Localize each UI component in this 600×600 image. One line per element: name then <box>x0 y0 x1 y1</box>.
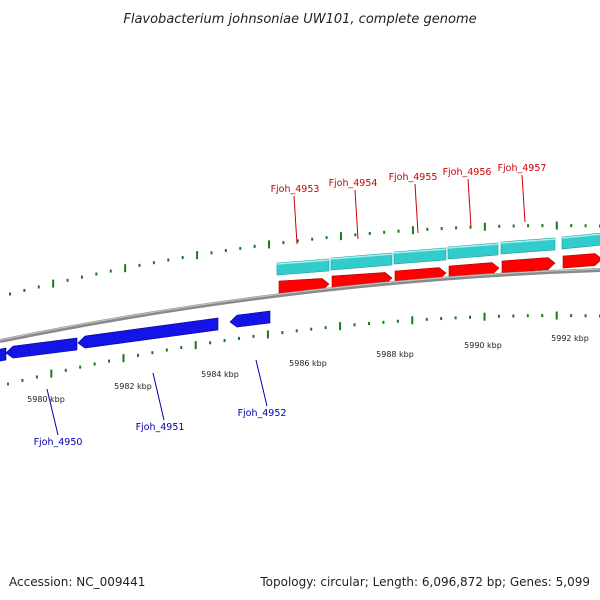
gene-label: Fjoh_4952 <box>238 408 287 419</box>
scale-label: 5988 kbp <box>376 350 414 359</box>
scale-label: 5984 kbp <box>201 370 239 379</box>
scale-label: 5992 kbp <box>551 334 589 343</box>
gene-label: Fjoh_4955 <box>389 172 438 183</box>
lower-tick-row <box>7 311 600 386</box>
scale-label: 5990 kbp <box>464 341 502 350</box>
gene-track-reverse <box>0 310 271 362</box>
genome-backbone <box>0 268 600 343</box>
label-leader-line <box>255 359 268 407</box>
gene-arrow-reverse <box>229 310 271 328</box>
gene-arrow-forward <box>562 253 600 269</box>
gene-label: Fjoh_4956 <box>443 167 492 178</box>
genome-summary-text: Topology: circular; Length: 6,096,872 bp… <box>259 575 590 589</box>
cds-block-highlight <box>330 253 393 260</box>
scale-label: 5986 kbp <box>289 359 327 368</box>
gene-arrow-reverse <box>5 337 78 359</box>
gene-arrow-forward <box>501 257 556 274</box>
gene-label: Fjoh_4953 <box>271 184 320 195</box>
map-title: Flavobacterium johnsoniae UW101, complet… <box>123 12 476 27</box>
gene-label: Fjoh_4954 <box>329 178 378 189</box>
accession-text: Accession: NC_009441 <box>9 575 145 589</box>
cds-block-highlight <box>500 238 556 244</box>
upper-tick-row <box>9 221 600 296</box>
label-leader-line <box>46 388 59 436</box>
bottom-gene-labels: Fjoh_4950 Fjoh_4951 Fjoh_4952 <box>34 359 287 448</box>
gene-label: Fjoh_4951 <box>136 422 185 433</box>
cds-block-highlight <box>393 248 447 254</box>
gene-arrow-reverse <box>0 347 7 362</box>
label-leader-line <box>152 372 165 421</box>
genome-backbone-highlight <box>0 268 600 341</box>
label-leader-line <box>354 189 359 240</box>
scale-label: 5980 kbp <box>27 395 65 404</box>
cds-track <box>276 232 600 276</box>
label-leader-line <box>293 195 298 245</box>
gene-label: Fjoh_4950 <box>34 437 83 448</box>
cds-block <box>330 252 393 271</box>
gene-arrow-reverse <box>77 317 219 349</box>
gene-track-forward <box>278 253 600 294</box>
label-leader-line <box>521 174 526 223</box>
cds-block-highlight <box>276 259 330 265</box>
cds-block-highlight <box>561 233 600 239</box>
top-gene-labels: Fjoh_4953 Fjoh_4954 Fjoh_4955 Fjoh_4956 Fjoh… <box>271 163 547 245</box>
gene-label: Fjoh_4957 <box>498 163 547 174</box>
label-leader-line <box>467 178 472 228</box>
scale-label: 5982 kbp <box>114 382 152 391</box>
cds-block-highlight <box>447 243 499 249</box>
label-leader-line <box>414 183 419 234</box>
kbp-scale: 5980 kbp 5982 kbp 5984 kbp 5986 kbp 5988 kbp… <box>27 334 589 404</box>
